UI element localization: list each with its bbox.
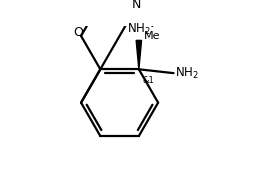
Polygon shape [136,40,141,69]
Text: Me: Me [144,31,161,41]
Text: O: O [73,26,83,39]
Text: NH$_2$: NH$_2$ [176,66,199,81]
Text: &1: &1 [143,76,154,85]
Text: NH$_2$: NH$_2$ [127,22,151,37]
Text: N: N [132,0,141,11]
